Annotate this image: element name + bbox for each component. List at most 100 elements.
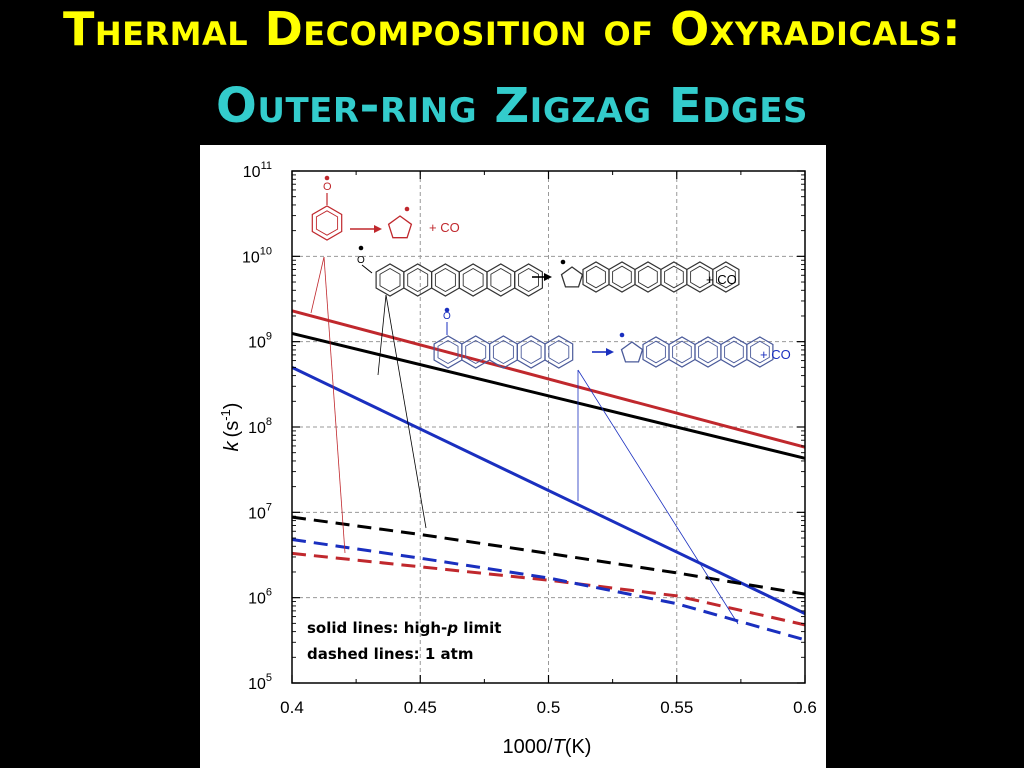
black-product-radical-dot bbox=[560, 259, 566, 265]
phenoxy-radical-dot bbox=[324, 175, 330, 181]
black-acene-ring-inner bbox=[407, 267, 429, 293]
y-tick-base: 10 bbox=[248, 676, 266, 693]
y-axis-label-exp: -1 bbox=[218, 409, 233, 421]
y-axis-label: k (s-1) bbox=[218, 403, 243, 452]
black-radical-dot bbox=[358, 245, 364, 251]
blue-product-acene-ring bbox=[746, 336, 774, 368]
x-axis-label-prefix: 1000/ bbox=[503, 736, 553, 758]
black-plus-co: + CO bbox=[706, 272, 737, 287]
series-line-1 bbox=[291, 309, 806, 449]
note-dashed-lines: dashed lines: 1 atm bbox=[307, 645, 473, 663]
y-axis-label-close: ) bbox=[221, 403, 243, 410]
x-axis-label: 1000/T(K) bbox=[503, 736, 592, 758]
y-tick-label: 1010 bbox=[242, 245, 272, 266]
y-tick-base: 10 bbox=[248, 335, 266, 352]
red-solid-leader bbox=[310, 256, 325, 314]
black-acene-ring-inner bbox=[462, 267, 484, 293]
blue-arrow-head bbox=[606, 348, 614, 356]
series-line-3 bbox=[291, 366, 806, 615]
blue-product-acene-ring-inner bbox=[750, 340, 770, 364]
blue-product-acene-ring-inner bbox=[672, 340, 692, 364]
black-arrow-head bbox=[544, 273, 552, 281]
blue-product-radical-dot bbox=[619, 332, 625, 338]
y-tick-exp: 10 bbox=[260, 245, 272, 257]
phenoxy-ring-inner bbox=[315, 210, 339, 236]
series-group bbox=[291, 309, 806, 642]
phenoxy-plus-co: + CO bbox=[429, 220, 460, 235]
note-solid-lines: solid lines: high-p limit bbox=[307, 619, 501, 637]
black-acene-ring-inner bbox=[518, 267, 539, 293]
black-product-acene-ring bbox=[712, 261, 740, 293]
y-tick-label: 105 bbox=[248, 672, 272, 693]
y-tick-label: 107 bbox=[248, 501, 272, 522]
blue-product-acene-ring-inner bbox=[724, 340, 744, 364]
axes-frame bbox=[291, 170, 806, 684]
blue-acene-ring-inner bbox=[465, 339, 487, 365]
blue-radical-dot bbox=[444, 307, 450, 313]
blue-plus-co: + CO bbox=[760, 347, 791, 362]
y-tick-label: 106 bbox=[248, 587, 272, 608]
x-axis-label-suffix: (K) bbox=[565, 736, 592, 758]
black-product-pentagon bbox=[560, 266, 584, 288]
rate-constant-chart: O+ COO+ COO+ CO 0.4 0.45 0.5 0.55 0.61011101… bbox=[218, 160, 817, 758]
blue-product-acene-ring-inner bbox=[646, 340, 666, 364]
phenoxy-arrow-head bbox=[374, 225, 382, 233]
y-tick-exp: 5 bbox=[266, 672, 272, 684]
x-tick-label: 0.55 bbox=[660, 698, 693, 717]
y-tick-base: 10 bbox=[248, 420, 266, 437]
black-product-acene-ring-inner bbox=[716, 265, 736, 289]
black-co-bond bbox=[361, 264, 373, 274]
black-oxygen-label: O bbox=[357, 255, 365, 266]
note-solid-a: solid lines: high- bbox=[307, 619, 447, 637]
blue-acene-ring-inner bbox=[492, 339, 514, 365]
slide-title-line2: Outer-ring Zigzag Edges bbox=[216, 78, 808, 134]
y-tick-label: 109 bbox=[248, 331, 272, 352]
black-solid-leader bbox=[377, 294, 387, 376]
black-product-acene-ring-inner bbox=[586, 265, 606, 289]
x-tick-label: 0.6 bbox=[793, 698, 817, 717]
black-acene-ring-inner bbox=[379, 267, 401, 293]
y-tick-exp: 6 bbox=[266, 587, 272, 599]
black-acene-ring bbox=[514, 263, 543, 297]
y-axis-label-unit: (s bbox=[221, 421, 243, 438]
y-tick-exp: 9 bbox=[266, 331, 272, 343]
black-product-acene-ring-inner bbox=[690, 265, 710, 289]
blue-oxygen-label: O bbox=[443, 311, 451, 322]
black-dashed-leader bbox=[385, 294, 427, 529]
blue-acene-ring-inner bbox=[548, 339, 570, 365]
grid bbox=[292, 171, 805, 683]
series-line-2 bbox=[291, 331, 806, 460]
y-tick-label: 108 bbox=[248, 416, 272, 437]
y-tick-base: 10 bbox=[248, 505, 266, 522]
note-solid-p: p bbox=[446, 619, 458, 637]
blue-acene-ring-inner bbox=[437, 339, 459, 365]
y-tick-base: 10 bbox=[243, 164, 261, 181]
x-tick-label: 0.4 bbox=[280, 698, 304, 717]
cyclopentadienyl-ring bbox=[387, 215, 413, 239]
y-axis-label-var: k bbox=[221, 440, 243, 451]
cyclopentadienyl-radical-dot bbox=[404, 206, 410, 212]
black-acene-ring-inner bbox=[490, 267, 512, 293]
legend-note: solid lines: high-p limit dashed lines: … bbox=[307, 619, 501, 663]
series-line-5 bbox=[291, 551, 806, 627]
molecule-annotations: O + CO O + CO O + CO bbox=[310, 175, 791, 625]
blue-product-pentagon bbox=[620, 341, 644, 363]
blue-acene-ring bbox=[544, 335, 574, 369]
x-axis-label-var: T bbox=[553, 736, 567, 758]
y-tick-exp: 8 bbox=[266, 416, 272, 428]
y-tick-base: 10 bbox=[248, 591, 266, 608]
y-tick-label: 1011 bbox=[243, 160, 272, 181]
red-dashed-leader bbox=[323, 256, 346, 554]
blue-dashed-leader bbox=[577, 369, 739, 625]
blue-product-acene-ring-inner bbox=[698, 340, 718, 364]
y-tick-exp: 7 bbox=[266, 501, 272, 513]
slide-title-line1: Thermal Decomposition of Oxyradicals: bbox=[62, 2, 962, 56]
black-acene-ring-inner bbox=[434, 267, 456, 293]
phenoxy-oxygen-label: O bbox=[323, 181, 332, 193]
chart-panel: O + CO O + CO O + CO 0.4 0.45 0.5 0.55 0.6 1011 101… bbox=[200, 145, 826, 768]
y-tick-exp: 11 bbox=[261, 160, 272, 172]
y-tick-base: 10 bbox=[242, 249, 260, 266]
x-tick-label: 0.5 bbox=[537, 698, 561, 717]
phenoxy-ring bbox=[311, 205, 343, 241]
